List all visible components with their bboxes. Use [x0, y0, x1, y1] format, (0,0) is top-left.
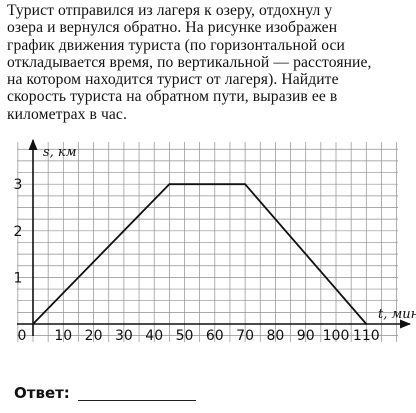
problem-line-6: скорость туриста на обратном пути, выраз… — [7, 88, 338, 106]
problem-line-5: на котором находится турист от лагеря). … — [7, 71, 339, 89]
x-tick-label-40: 40 — [145, 328, 163, 344]
problem-line-3: график движения туриста (по горизонтальн… — [7, 36, 346, 54]
series-point-0-0 — [32, 323, 34, 325]
x-tick-label-50: 50 — [176, 328, 194, 344]
axis-labels: s, км t, мин — [43, 145, 416, 322]
x-tick-label-90: 90 — [297, 328, 315, 344]
tick-labels: 0 10 20 30 40 50 60 70 80 90 100 110 1 2 3 — [14, 177, 380, 344]
x-tick-label-110: 110 — [353, 328, 380, 344]
series-point-0-2 — [244, 183, 247, 186]
x-tick-label-60: 60 — [206, 328, 224, 344]
grid — [17, 142, 398, 342]
x-tick-label-70: 70 — [236, 328, 254, 344]
x-axis-label: t, мин — [378, 307, 416, 322]
series-line-0 — [32, 183, 367, 325]
problem-line-4: откладывается время, по вертикальной — р… — [7, 53, 372, 71]
answer-label: Ответ: — [14, 384, 70, 402]
axes — [17, 138, 412, 336]
x-tick-label-20: 20 — [85, 328, 103, 344]
problem-line-7: километрах в час. — [7, 105, 127, 123]
x-tick-label-30: 30 — [115, 328, 133, 344]
y-tick-label-2: 2 — [14, 224, 23, 240]
series — [32, 183, 368, 325]
series-point-0-3 — [365, 323, 368, 325]
x-tick-label-100: 100 — [323, 328, 350, 344]
problem-line-2: озера и вернулся обратно. На рисунке изо… — [7, 19, 338, 37]
answer-field[interactable] — [78, 400, 196, 401]
x-tick-label-80: 80 — [266, 328, 284, 344]
y-axis-label: s, км — [43, 145, 76, 160]
x-tick-label-0: 0 — [18, 328, 27, 344]
x-tick-label-10: 10 — [54, 328, 72, 344]
problem-text: Турист отправился из лагеря к озеру, отд… — [7, 2, 416, 123]
series-point-0-1 — [168, 183, 171, 186]
y-tick-label-1: 1 — [14, 270, 23, 286]
problem-line-1: Турист отправился из лагеря к озеру, отд… — [7, 2, 333, 19]
y-tick-label-3: 3 — [14, 177, 23, 193]
